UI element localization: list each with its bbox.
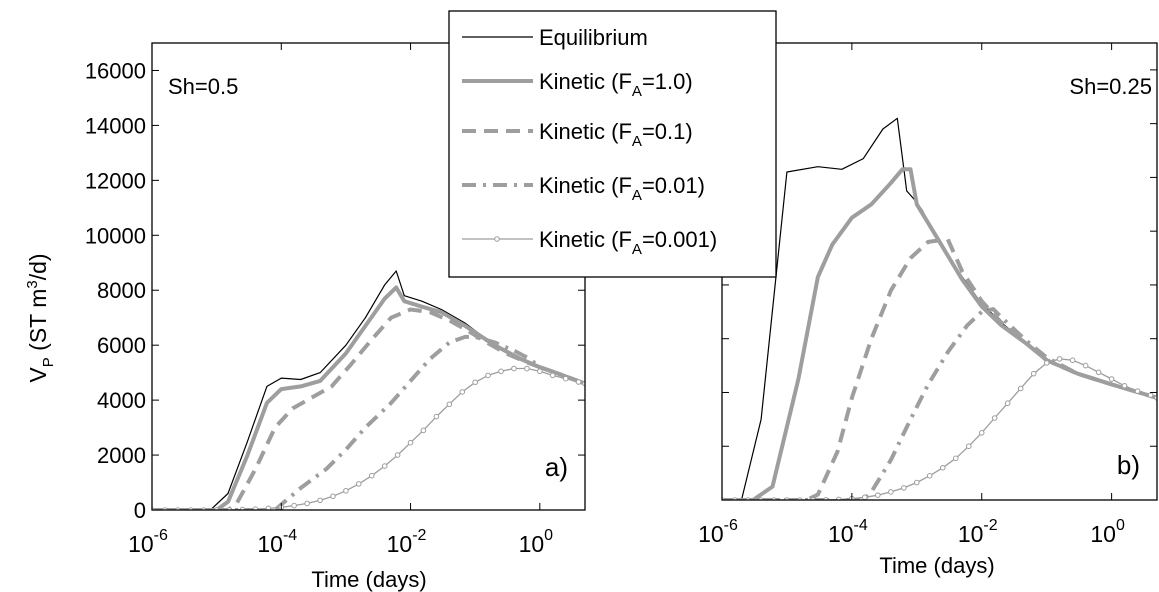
series-point-fa-0-001 — [252, 506, 259, 510]
series-point-fa-0-001 — [1004, 400, 1011, 407]
series-point-fa-0-001 — [381, 463, 388, 469]
y-tick-label: 14000 — [85, 113, 146, 138]
series-point-fa-0-001 — [291, 502, 297, 509]
series-line-fa-0-01 — [722, 307, 1157, 500]
series-line-fa-1 — [722, 167, 1157, 500]
legend-swatch-marker — [494, 236, 500, 242]
series-point-fa-0-001 — [575, 379, 582, 385]
series-point-fa-0-001 — [965, 443, 972, 450]
y-tick-label: 12000 — [85, 168, 146, 193]
y-axis-label: VP (ST m3/d) — [24, 253, 57, 382]
series-point-fa-0-001 — [304, 500, 310, 507]
series-point-fa-0-001 — [343, 487, 349, 494]
series-point-fa-0-001 — [446, 401, 453, 408]
series-point-fa-0-001 — [485, 372, 491, 379]
x-tick-label: 10-2 — [387, 527, 427, 557]
panel-annotation: Sh=0.5 — [168, 74, 238, 99]
x-tick-label: 100 — [1090, 517, 1125, 547]
series-point-fa-0-001 — [978, 429, 985, 436]
series-point-fa-0-001 — [991, 415, 998, 421]
series-point-fa-0-001 — [914, 479, 920, 486]
panel-label: b) — [1117, 450, 1140, 480]
x-tick-label: 10-6 — [128, 527, 168, 557]
series-line-fa-0-1 — [152, 307, 585, 510]
series-line-fa-0-01 — [152, 334, 585, 510]
x-tick-label: 10-6 — [698, 517, 738, 547]
series-point-fa-0-001 — [952, 455, 959, 462]
series-point-fa-0-001 — [1108, 376, 1115, 382]
panel-a: 0 2000 4000 6000 8000 10000 12000 14000 16000 10-… — [85, 42, 586, 557]
series-point-fa-0-001 — [524, 365, 530, 372]
series-point-fa-0-001 — [888, 489, 894, 495]
series-point-fa-0-001 — [498, 368, 504, 375]
legend-box — [448, 10, 777, 278]
y-tick-label: 6000 — [97, 333, 146, 358]
series-point-fa-0-001 — [1069, 357, 1076, 364]
y-tick-label: 10000 — [85, 223, 146, 248]
series-point-fa-0-001 — [1030, 370, 1037, 377]
series-point-fa-0-001 — [549, 372, 556, 379]
series-point-fa-0-001 — [317, 497, 323, 504]
x-tick-label: 100 — [519, 527, 554, 557]
panel-annotation: Sh=0.25 — [1069, 74, 1152, 99]
series-point-fa-0-001 — [861, 494, 868, 500]
series-point-fa-0-001 — [420, 427, 427, 434]
series-point-fa-0-001 — [511, 365, 517, 372]
y-tick-label: 16000 — [85, 58, 146, 83]
x-tick-label: 10-4 — [257, 527, 297, 557]
series-point-fa-0-001 — [459, 389, 466, 395]
series-point-fa-0-001 — [330, 493, 336, 500]
panel-label: a) — [545, 452, 568, 482]
y-tick-label: 8000 — [97, 278, 146, 303]
series-point-fa-0-001 — [265, 505, 272, 510]
series-point-fa-0-001 — [394, 452, 401, 458]
series-point-fa-0-001 — [537, 368, 543, 375]
series-point-fa-0-001 — [875, 492, 881, 498]
legend-label-fa-1: Kinetic (FA=1.0) — [539, 69, 693, 100]
y-tick-label: 2000 — [97, 443, 146, 468]
series-line-equilibrium — [152, 270, 585, 510]
series-line-fa-0-001 — [152, 367, 585, 510]
y-tick-label: 0 — [134, 498, 146, 523]
legend-label-fa-0-01: Kinetic (FA=0.01) — [539, 173, 705, 204]
series-point-fa-0-001 — [368, 472, 375, 479]
series-point-fa-0-001 — [1134, 388, 1141, 394]
x-tick-label: 10-2 — [958, 517, 998, 547]
legend: Equilibrium Kinetic (FA=1.0) Kinetic (FA… — [448, 10, 777, 278]
series-point-fa-0-001 — [1121, 382, 1128, 389]
series-point-fa-0-001 — [1056, 356, 1063, 362]
series-point-fa-0-001 — [926, 473, 933, 479]
series-point-fa-0-001 — [562, 375, 569, 382]
series-point-fa-0-001 — [1082, 362, 1089, 369]
series-point-fa-0-001 — [1043, 360, 1050, 366]
series-point-fa-0-001 — [939, 464, 946, 471]
x-axis-label-b: Time (days) — [879, 553, 994, 578]
series-line-equilibrium — [722, 117, 1157, 500]
series-point-fa-0-001 — [1017, 385, 1024, 392]
x-tick-label: 10-4 — [828, 517, 868, 547]
panel-b: 10-6 10-4 10-2 100 Sh=0.25 b) — [698, 42, 1158, 547]
series-point-fa-0-001 — [355, 481, 362, 487]
x-axis-label-a: Time (days) — [311, 567, 426, 592]
series-point-fa-0-001 — [433, 413, 440, 420]
legend-label-fa-0-001: Kinetic (FA=0.001) — [539, 227, 717, 258]
series-point-fa-0-001 — [1147, 392, 1154, 398]
series-point-fa-0-001 — [407, 439, 414, 446]
y-tick-label: 4000 — [97, 388, 146, 413]
series-point-fa-0-001 — [472, 379, 478, 386]
legend-label-equilibrium: Equilibrium — [539, 25, 648, 50]
legend-label-fa-0-1: Kinetic (FA=0.1) — [539, 119, 693, 150]
series-point-fa-0-001 — [901, 485, 907, 491]
series-line-fa-1 — [152, 285, 585, 510]
series-point-fa-0-001 — [1095, 369, 1102, 376]
